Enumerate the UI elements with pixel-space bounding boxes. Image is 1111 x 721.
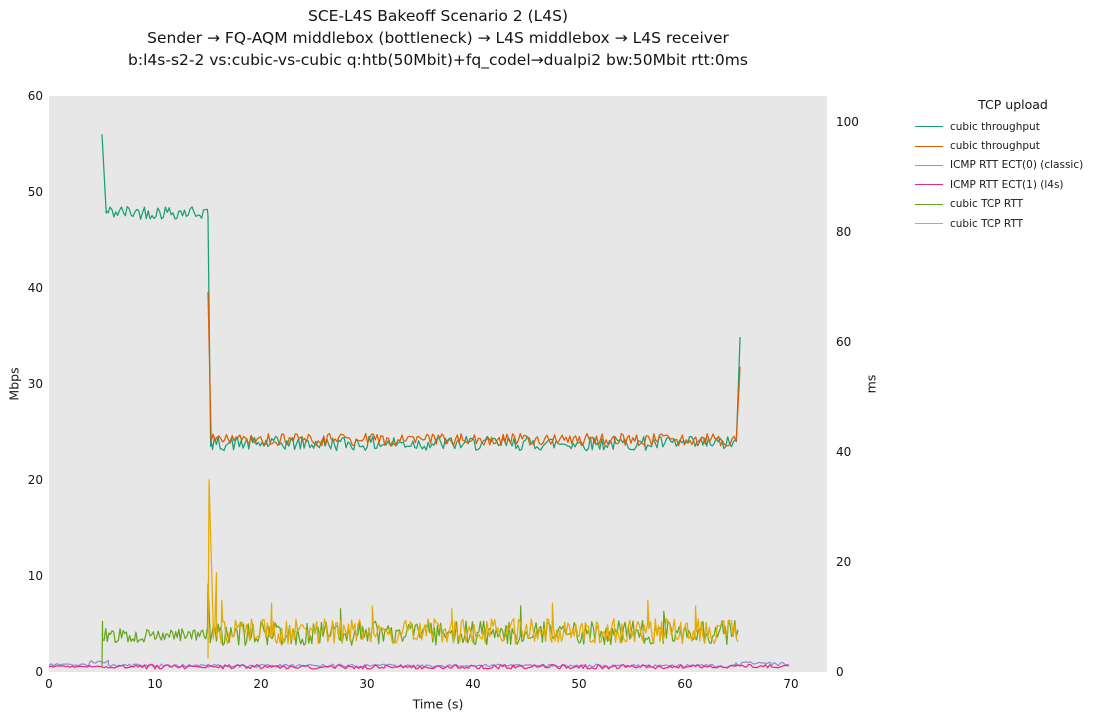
legend-swatch-line-icon [915, 203, 943, 205]
y-right-tick-60: 60 [836, 334, 852, 349]
x-tick-40: 40 [465, 677, 481, 691]
y-right-axis-label: ms [863, 374, 879, 394]
x-tick-70: 70 [783, 677, 799, 691]
legend-item-label: ICMP RTT ECT(0) (classic) [950, 159, 1084, 172]
x-tick-60: 60 [677, 677, 693, 691]
legend-swatch-line-icon [915, 126, 943, 128]
y-left-tick-30: 30 [27, 377, 43, 391]
y-left-tick-60: 60 [27, 89, 43, 103]
x-tick-10: 10 [147, 677, 163, 691]
y-right-tick-100: 100 [836, 114, 859, 129]
legend-item-label: cubic TCP RTT [950, 217, 1024, 230]
chart-title: SCE-L4S Bakeoff Scenario 2 (L4S) Sender … [49, 5, 827, 71]
y-right-tick-20: 20 [836, 554, 852, 569]
legend-swatch-line-icon [915, 145, 943, 147]
legend-swatch-line-icon [915, 223, 943, 225]
chart-title-line1: SCE-L4S Bakeoff Scenario 2 (L4S) [307, 7, 569, 25]
legend-item-label: cubic throughput [950, 140, 1040, 153]
legend-items: cubic throughput cubic throughput ICMP RTT… [913, 117, 1111, 233]
legend-swatch-line-icon [915, 184, 943, 186]
chart-title-line2: Sender → FQ-AQM middlebox (bottleneck) →… [147, 29, 729, 47]
y-right-tick-40: 40 [836, 444, 852, 459]
legend-item-2: cubic throughput [913, 136, 1111, 155]
series-line-6 [207, 479, 739, 659]
legend-item-label: ICMP RTT ECT(1) (l4s) [950, 178, 1064, 191]
y-left-tick-40: 40 [27, 281, 43, 295]
legend: TCP upload cubic throughput cubic through… [913, 97, 1111, 233]
legend-item-5: cubic TCP RTT [913, 195, 1111, 214]
series-line-2 [207, 291, 741, 447]
legend-item-4: ICMP RTT ECT(1) (l4s) [913, 175, 1111, 194]
y-right-tick-0: 0 [836, 665, 844, 679]
x-tick-20: 20 [253, 677, 269, 691]
y-left-tick-0: 0 [35, 665, 43, 679]
y-left-tick-10: 10 [27, 569, 43, 583]
legend-item-6: cubic TCP RTT [913, 214, 1111, 233]
legend-item-1: cubic throughput [913, 117, 1111, 136]
plot-area [49, 96, 827, 672]
series-line-4 [49, 663, 790, 670]
legend-item-3: ICMP RTT ECT(0) (classic) [913, 156, 1111, 175]
legend-title: TCP upload [978, 97, 1048, 112]
x-tick-30: 30 [359, 677, 375, 691]
legend-swatch-line-icon [915, 164, 943, 166]
series-line-1 [101, 134, 741, 452]
legend-item-label: cubic TCP RTT [950, 198, 1024, 211]
x-axis-label: Time (s) [412, 696, 464, 712]
series-line-3 [49, 659, 790, 669]
chart-title-line3: b:l4s-s2-2 vs:cubic-vs-cubic q:htb(50Mbi… [128, 51, 748, 69]
x-tick-50: 50 [571, 677, 587, 691]
y-right-tick-80: 80 [836, 224, 852, 239]
y-left-tick-50: 50 [27, 185, 43, 199]
y-left-tick-20: 20 [27, 473, 43, 487]
legend-item-label: cubic throughput [950, 120, 1040, 133]
x-tick-0: 0 [45, 677, 53, 691]
chart-canvas [49, 134, 790, 670]
